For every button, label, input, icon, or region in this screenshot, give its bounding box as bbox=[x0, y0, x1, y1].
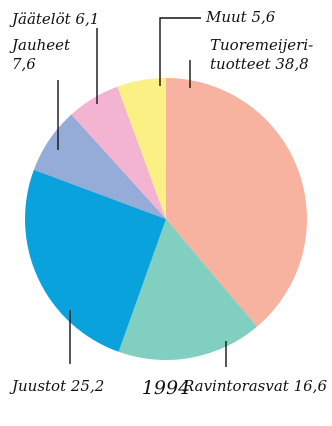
pie-slice-ravintorasvat bbox=[118, 219, 257, 361]
slice-label-line: Juustot 25,2 bbox=[9, 377, 104, 395]
leader-lines bbox=[57, 17, 227, 367]
slice-label-tuoremeijerituotteet: Tuoremeijeri-tuotteet 38,8 bbox=[210, 36, 313, 73]
pie-slice-tuoremeijerituotteet bbox=[166, 78, 308, 327]
pie-slice-jaatelot bbox=[71, 86, 166, 219]
slice-label-line: Muut 5,6 bbox=[205, 8, 276, 26]
pie-slice-muut bbox=[117, 78, 166, 219]
slice-label-juustot: Juustot 25,2 bbox=[9, 377, 104, 395]
pie-slice-juustot bbox=[25, 169, 166, 352]
slice-label-line: Jauheet bbox=[9, 36, 71, 54]
slice-label-line: 7,6 bbox=[12, 55, 36, 73]
leader-line-muut bbox=[159, 17, 201, 86]
slice-label-jaatelot: Jäätelöt 6,1 bbox=[9, 10, 99, 28]
slice-label-muut: Muut 5,6 bbox=[205, 8, 276, 26]
slice-label-ravintorasvat: Ravintorasvat 16,6 bbox=[182, 377, 327, 395]
slice-labels: Tuoremeijeri-tuotteet 38,8 Ravintorasvat … bbox=[9, 8, 327, 395]
slice-label-line: tuotteet 38,8 bbox=[210, 55, 309, 73]
pie-slices bbox=[25, 78, 308, 361]
pie-slice-jauheet bbox=[33, 114, 166, 219]
slice-label-line: Tuoremeijeri- bbox=[210, 36, 313, 54]
chart-title: 1994 bbox=[142, 377, 190, 399]
slice-label-jauheet: Jauheet 7,6 bbox=[9, 36, 71, 73]
slice-label-line: Ravintorasvat 16,6 bbox=[182, 377, 327, 395]
slice-label-line: Jäätelöt 6,1 bbox=[9, 10, 99, 28]
